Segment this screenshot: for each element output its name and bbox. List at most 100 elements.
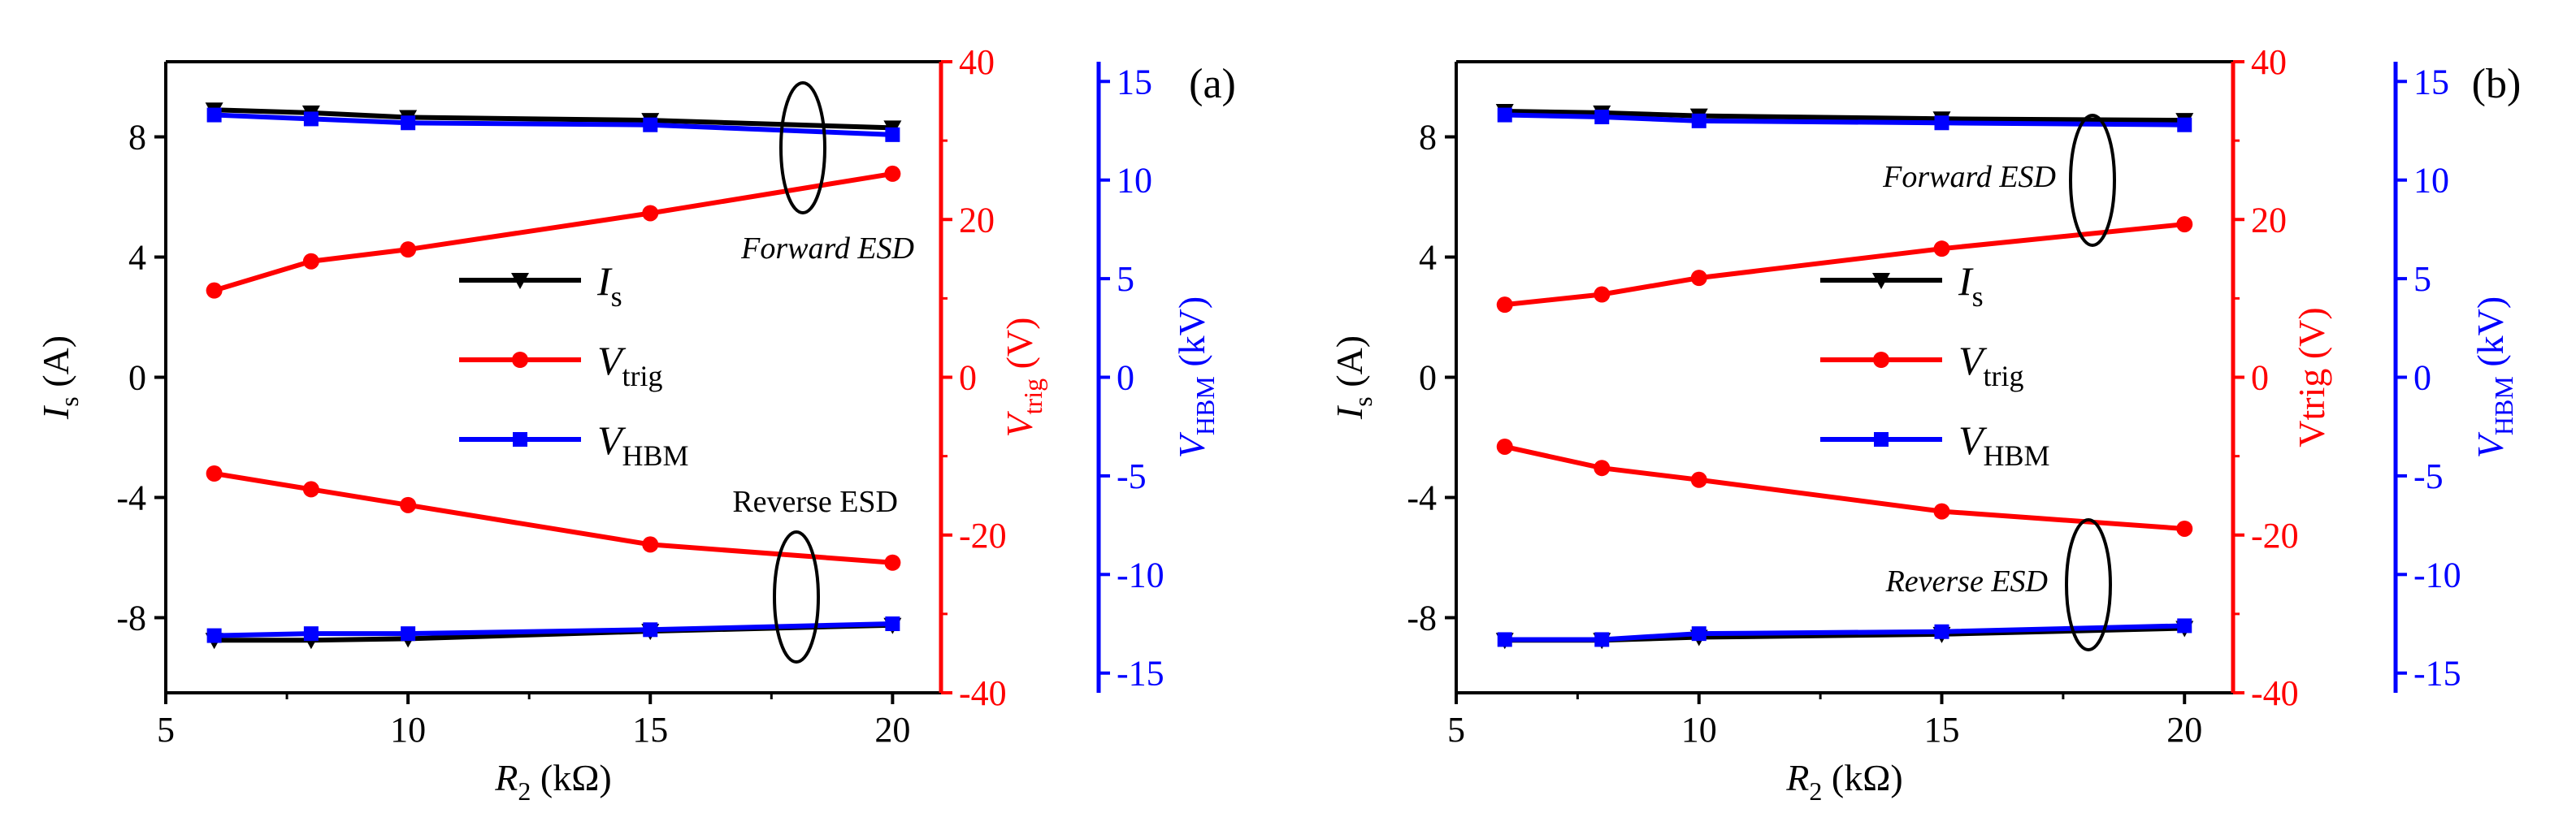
data-point-vhbm-forward xyxy=(885,127,900,142)
y-vtrig-tick-label: 40 xyxy=(2251,42,2287,82)
x-axis-label: R2 (kΩ) xyxy=(494,757,611,806)
y-vtrig-tick-label: -20 xyxy=(2251,516,2299,556)
data-point-vtrig-reverse xyxy=(1496,438,1513,455)
y-vtrig-tick-label: 20 xyxy=(2251,200,2287,240)
data-point-vhbm-forward xyxy=(1497,107,1512,123)
data-point-vtrig-forward xyxy=(1690,270,1707,287)
y-vhbm-tick-label: -5 xyxy=(1117,456,1147,496)
panel-label: (b) xyxy=(2472,61,2522,107)
data-point-vtrig-reverse xyxy=(400,496,417,513)
y-vhbm-tick-label: 15 xyxy=(1117,62,1152,102)
data-point-vhbm-reverse xyxy=(643,622,658,638)
y-vhbm-axis-label: VHBM (kV) xyxy=(1171,296,1220,458)
data-point-vhbm-reverse xyxy=(206,628,222,643)
legend-label: Vtrig xyxy=(1958,338,2024,392)
data-point-vhbm-forward xyxy=(2177,117,2192,132)
legend-label: Is xyxy=(596,258,622,313)
data-point-vtrig-reverse xyxy=(302,481,319,498)
data-point-vhbm-reverse xyxy=(1497,632,1512,647)
x-tick-label: 10 xyxy=(1681,710,1717,750)
y-left-axis-label: Is (A) xyxy=(1329,335,1377,420)
y-vhbm-tick-label: -15 xyxy=(2413,654,2461,694)
series-line-vtrig-reverse xyxy=(1504,444,2185,531)
y-left-tick-label: -8 xyxy=(116,599,146,638)
y-vtrig-axis-label: Vtrig (V) xyxy=(999,318,1047,438)
data-point-vtrig-forward xyxy=(884,165,901,182)
y-vhbm-tick-label: 15 xyxy=(2413,62,2449,102)
y-vhbm-tick-label: 10 xyxy=(2413,161,2449,201)
data-point-vhbm-reverse xyxy=(401,626,416,642)
data-point-vtrig-reverse xyxy=(642,536,659,553)
legend-label: VHBM xyxy=(1958,417,2050,472)
legend-marker xyxy=(512,352,528,368)
forward-ellipse xyxy=(779,81,826,214)
data-point-vhbm-forward xyxy=(401,115,416,131)
panel-label: (a) xyxy=(1189,61,1236,107)
forward-esd-annotation: Forward ESD xyxy=(740,231,914,266)
reverse-esd-annotation: Reverse ESD xyxy=(1885,564,2048,599)
reverse-ellipse xyxy=(2065,518,2112,651)
y-vhbm-tick-label: 5 xyxy=(2413,259,2431,299)
data-point-vtrig-forward xyxy=(1933,240,1950,257)
data-point-vhbm-forward xyxy=(1934,115,1949,131)
data-point-vhbm-forward xyxy=(206,107,222,123)
data-point-vhbm-reverse xyxy=(1594,632,1610,647)
data-point-vtrig-forward xyxy=(642,205,659,222)
x-tick-label: 15 xyxy=(632,710,668,750)
data-point-vhbm-reverse xyxy=(2177,618,2192,634)
legend-marker xyxy=(1873,352,1889,368)
y-vhbm-tick-label: -10 xyxy=(2413,555,2461,595)
y-vtrig-tick-label: -20 xyxy=(959,516,1007,556)
y-vtrig-tick-label: 20 xyxy=(959,200,995,240)
data-point-vhbm-reverse xyxy=(1691,626,1706,642)
x-tick-label: 5 xyxy=(157,710,175,750)
forward-esd-annotation: Forward ESD xyxy=(1882,160,2056,194)
legend-label: Is xyxy=(1958,258,1984,313)
data-point-vtrig-reverse xyxy=(1933,503,1950,520)
data-point-vtrig-forward xyxy=(1496,296,1513,314)
data-point-vtrig-reverse xyxy=(884,554,901,571)
x-tick-label: 10 xyxy=(390,710,426,750)
legend-marker xyxy=(511,273,529,289)
data-point-vhbm-reverse xyxy=(1934,624,1949,639)
y-vtrig-tick-label: 0 xyxy=(959,358,977,398)
y-left-tick-label: 0 xyxy=(128,358,146,398)
data-point-vtrig-reverse xyxy=(206,465,223,482)
data-point-vtrig-forward xyxy=(1594,286,1611,303)
x-tick-label: 5 xyxy=(1447,710,1465,750)
y-left-tick-label: 0 xyxy=(1419,358,1437,398)
y-left-tick-label: -4 xyxy=(116,478,146,518)
legend-marker xyxy=(513,432,527,447)
y-left-tick-label: 8 xyxy=(128,118,146,158)
data-point-vtrig-forward xyxy=(302,253,319,270)
y-vhbm-tick-label: -10 xyxy=(1117,555,1164,595)
y-vhbm-tick-label: 10 xyxy=(1117,161,1152,201)
data-point-vhbm-forward xyxy=(643,117,658,132)
data-point-vtrig-reverse xyxy=(2176,520,2193,537)
x-tick-label: 15 xyxy=(1924,710,1960,750)
y-vhbm-tick-label: 0 xyxy=(2413,358,2431,398)
legend-label: VHBM xyxy=(597,417,689,472)
data-point-vhbm-reverse xyxy=(303,626,319,642)
legend-label: Vtrig xyxy=(597,338,663,392)
y-left-tick-label: 4 xyxy=(1419,238,1437,278)
y-vtrig-tick-label: 40 xyxy=(959,42,995,82)
y-left-tick-label: -4 xyxy=(1407,478,1437,518)
y-vtrig-tick-label: -40 xyxy=(959,673,1007,713)
y-vhbm-tick-label: -15 xyxy=(1117,654,1164,694)
y-left-tick-label: 4 xyxy=(128,238,146,278)
data-point-vtrig-reverse xyxy=(1594,460,1611,477)
y-left-tick-label: -8 xyxy=(1407,599,1437,638)
reverse-esd-annotation: Reverse ESD xyxy=(732,485,898,519)
y-vtrig-tick-label: -40 xyxy=(2251,673,2299,713)
data-point-vhbm-forward xyxy=(1691,113,1706,128)
data-point-vtrig-forward xyxy=(400,241,417,258)
data-point-vtrig-forward xyxy=(206,282,223,299)
forward-ellipse xyxy=(2069,114,2116,247)
x-tick-label: 20 xyxy=(874,710,910,750)
data-point-vtrig-reverse xyxy=(1690,471,1707,488)
data-point-vhbm-reverse xyxy=(885,616,900,632)
